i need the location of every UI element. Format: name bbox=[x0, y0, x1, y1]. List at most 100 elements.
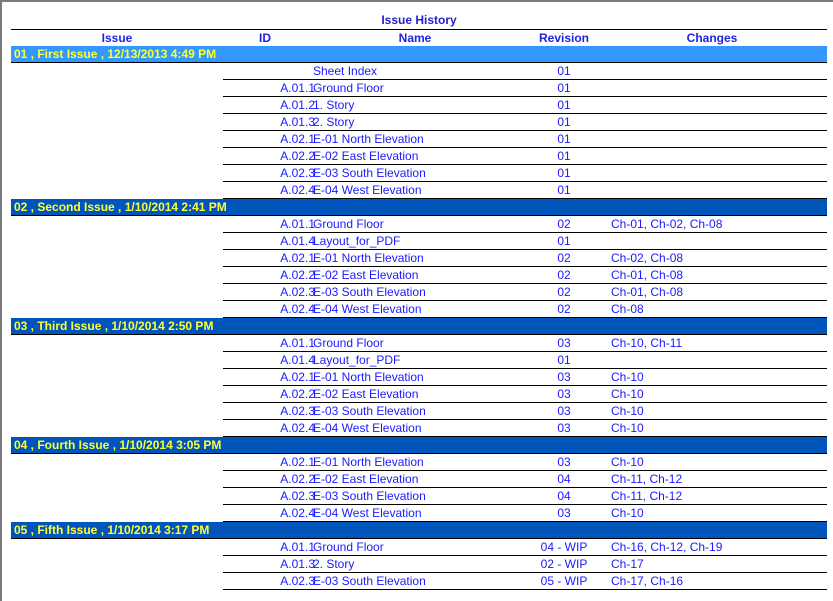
sheet-id: A.02.3 bbox=[280, 404, 315, 418]
sheet-id: A.02.2 bbox=[280, 149, 315, 163]
sheet-id: A.02.1 bbox=[280, 455, 315, 469]
sheet-id: A.02.3 bbox=[280, 489, 315, 503]
issue-groups: 01 , First Issue , 12/13/2013 4:49 PM She… bbox=[11, 46, 827, 590]
sheet-changes: Ch-10 bbox=[611, 455, 644, 469]
sheet-name: Sheet Index bbox=[313, 64, 378, 78]
sheet-row: A.01.2 1. Story 01 bbox=[223, 97, 827, 114]
header-changes: Changes bbox=[686, 31, 738, 45]
sheet-id: A.02.3 bbox=[280, 574, 315, 588]
sheet-id: A.02.2 bbox=[280, 268, 315, 282]
sheet-changes: Ch-17, Ch-16 bbox=[611, 574, 684, 588]
sheet-revision: 04 - WIP bbox=[540, 540, 588, 554]
issue-group-header: 04 , Fourth Issue , 1/10/2014 3:05 PM bbox=[11, 437, 827, 454]
sheet-id: A.02.1 bbox=[280, 370, 315, 384]
sheet-row: A.02.4 E-04 West Elevation 02 Ch-08 bbox=[223, 301, 827, 318]
sheet-row: A.02.2 E-02 East Elevation 03 Ch-10 bbox=[223, 386, 827, 403]
sheet-row: A.01.3 2. Story 01 bbox=[223, 114, 827, 131]
sheet-name: E-04 West Elevation bbox=[313, 183, 422, 197]
sheet-row: A.02.1 E-01 North Elevation 03 Ch-10 bbox=[223, 454, 827, 471]
sheet-revision: 01 bbox=[557, 183, 571, 197]
header-revision: Revision bbox=[538, 31, 590, 45]
sheet-id: A.01.2 bbox=[280, 98, 315, 112]
sheet-name: E-03 South Elevation bbox=[313, 285, 426, 299]
sheet-row: A.02.2 E-02 East Elevation 02 Ch-01, Ch-08 bbox=[223, 267, 827, 284]
sheet-name: Ground Floor bbox=[313, 81, 384, 95]
sheet-row: A.02.4 E-04 West Elevation 01 bbox=[223, 182, 827, 199]
sheet-name: E-04 West Elevation bbox=[313, 506, 422, 520]
sheet-revision: 01 bbox=[557, 132, 571, 146]
sheet-changes: Ch-10, Ch-11 bbox=[611, 336, 683, 350]
sheet-revision: 03 bbox=[557, 421, 571, 435]
sheet-revision: 01 bbox=[557, 98, 571, 112]
sheet-row: A.01.4 Layout_for_PDF 01 bbox=[223, 352, 827, 369]
sheet-row: A.01.4 Layout_for_PDF 01 bbox=[223, 233, 827, 250]
sheet-changes: Ch-10 bbox=[611, 404, 644, 418]
sheet-id: A.02.4 bbox=[280, 183, 315, 197]
sheet-changes: Ch-08 bbox=[611, 302, 644, 316]
sheet-name: 2. Story bbox=[313, 115, 355, 129]
sheet-name: E-03 South Elevation bbox=[313, 404, 426, 418]
sheet-changes: Ch-01, Ch-08 bbox=[611, 268, 684, 282]
sheet-name: E-01 North Elevation bbox=[313, 132, 424, 146]
sheet-revision: 03 bbox=[557, 455, 571, 469]
sheet-name: Ground Floor bbox=[313, 540, 384, 554]
sheet-row: A.02.2 E-02 East Elevation 04 Ch-11, Ch-12 bbox=[223, 471, 827, 488]
sheet-id: A.01.1 bbox=[280, 540, 315, 554]
sheet-changes: Ch-11, Ch-12 bbox=[611, 472, 683, 486]
sheet-name: Layout_for_PDF bbox=[313, 353, 401, 367]
sheet-changes: Ch-10 bbox=[611, 506, 644, 520]
issue-group-header: 02 , Second Issue , 1/10/2014 2:41 PM bbox=[11, 199, 827, 216]
sheet-revision: 03 bbox=[557, 336, 571, 350]
sheet-row: A.02.1 E-01 North Elevation 03 Ch-10 bbox=[223, 369, 827, 386]
sheet-name: E-01 North Elevation bbox=[313, 370, 424, 384]
sheet-name: E-02 East Elevation bbox=[313, 268, 419, 282]
sheet-id: A.01.1 bbox=[280, 217, 315, 231]
sheet-name: 1. Story bbox=[313, 98, 355, 112]
sheet-revision: 04 bbox=[557, 489, 571, 503]
header-name: Name bbox=[398, 31, 432, 45]
sheet-name: Ground Floor bbox=[313, 336, 384, 350]
sheet-name: E-02 East Elevation bbox=[313, 387, 419, 401]
sheet-name: E-02 East Elevation bbox=[313, 149, 419, 163]
sheet-row: A.02.3 E-03 South Elevation 01 bbox=[223, 165, 827, 182]
sheet-revision: 03 bbox=[557, 506, 571, 520]
sheet-changes: Ch-17 bbox=[611, 557, 644, 571]
sheet-revision: 02 bbox=[557, 217, 571, 231]
column-headers: Issue ID Name Revision Changes bbox=[11, 29, 827, 47]
sheet-revision: 05 - WIP bbox=[540, 574, 588, 588]
sheet-row: A.02.1 E-01 North Elevation 02 Ch-02, Ch-08 bbox=[223, 250, 827, 267]
sheet-name: 2. Story bbox=[313, 557, 355, 571]
sheet-row: A.02.3 E-03 South Elevation 02 Ch-01, Ch-08 bbox=[223, 284, 827, 301]
sheet-id: A.02.2 bbox=[280, 472, 315, 486]
sheet-revision: 02 bbox=[557, 251, 571, 265]
sheet-revision: 04 bbox=[557, 472, 571, 486]
sheet-changes: Ch-11, Ch-12 bbox=[611, 489, 683, 503]
sheet-row: A.01.1 Ground Floor 04 - WIP Ch-16, Ch-12, … bbox=[223, 539, 827, 556]
sheet-revision: 01 bbox=[557, 166, 571, 180]
sheet-name: E-01 North Elevation bbox=[313, 455, 424, 469]
sheet-id: A.01.3 bbox=[280, 115, 315, 129]
sheet-changes: Ch-10 bbox=[611, 387, 644, 401]
sheet-changes: Ch-02, Ch-08 bbox=[611, 251, 684, 265]
sheet-row: Sheet Index 01 bbox=[223, 63, 827, 80]
sheet-id: A.02.4 bbox=[280, 302, 315, 316]
sheet-name: E-03 South Elevation bbox=[313, 574, 426, 588]
sheet-changes: Ch-10 bbox=[611, 370, 644, 384]
sheet-changes: Ch-10 bbox=[611, 421, 644, 435]
sheet-name: E-04 West Elevation bbox=[313, 421, 422, 435]
sheet-changes: Ch-01, Ch-08 bbox=[611, 285, 684, 299]
issue-group-header: 05 , Fifth Issue , 1/10/2014 3:17 PM bbox=[11, 522, 827, 539]
sheet-row: A.02.4 E-04 West Elevation 03 Ch-10 bbox=[223, 505, 827, 522]
header-issue: Issue bbox=[101, 31, 133, 45]
sheet-revision: 02 bbox=[557, 268, 571, 282]
sheet-id: A.01.3 bbox=[280, 557, 315, 571]
sheet-revision: 01 bbox=[557, 81, 571, 95]
sheet-changes: Ch-01, Ch-02, Ch-08 bbox=[611, 217, 723, 231]
sheet-changes: Ch-16, Ch-12, Ch-19 bbox=[611, 540, 723, 554]
sheet-name: Ground Floor bbox=[313, 217, 384, 231]
sheet-name: E-04 West Elevation bbox=[313, 302, 422, 316]
sheet-id: A.02.3 bbox=[280, 285, 315, 299]
sheet-revision: 02 bbox=[557, 302, 571, 316]
sheet-row: A.01.1 Ground Floor 03 Ch-10, Ch-11 bbox=[223, 335, 827, 352]
sheet-name: E-03 South Elevation bbox=[313, 166, 426, 180]
